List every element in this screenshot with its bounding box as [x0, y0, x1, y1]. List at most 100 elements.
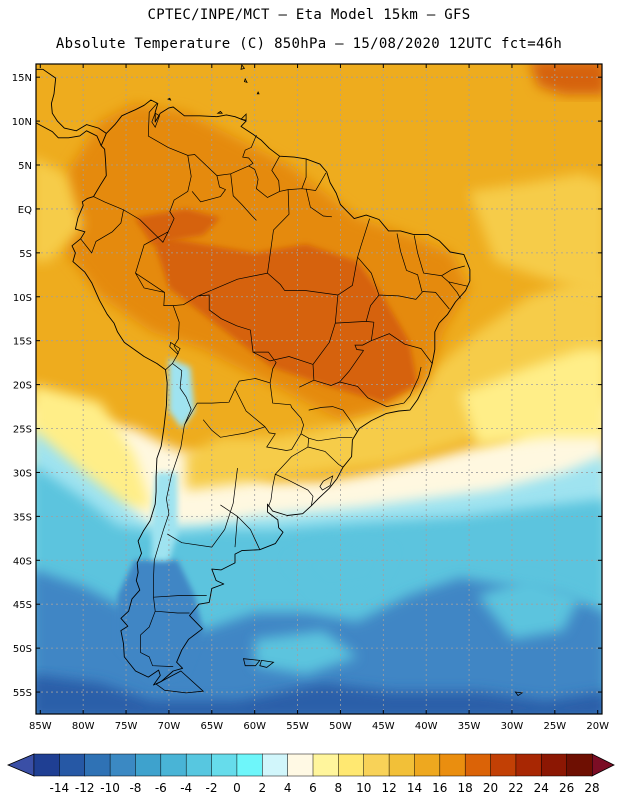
colorbar-label: 10	[356, 781, 371, 795]
colorbar: -14 -12 -10 -8 -6 -4 -2 0 2 4 6 8 10 12 14 16 18 20 22 24 26…	[6, 753, 615, 795]
lat-label: 5S	[19, 249, 32, 260]
coastlines	[36, 64, 524, 697]
lat-label: 10S	[13, 293, 32, 304]
falkland-islands	[155, 658, 524, 697]
colorbar-label: 12	[381, 781, 396, 795]
colorbar-swatch	[135, 753, 162, 777]
band-yellow-atl	[460, 349, 602, 447]
colorbar-swatch	[312, 753, 339, 777]
lat-label: 45S	[13, 600, 32, 611]
lat-label: 25S	[13, 425, 32, 436]
lon-label: 80W	[72, 721, 95, 732]
colorbar-label: 14	[407, 781, 422, 795]
caribbean-islands	[167, 64, 260, 121]
country-borders	[80, 103, 468, 667]
colorbar-swatch	[84, 753, 111, 777]
band-andes-cool	[151, 472, 178, 561]
lat-label: 30S	[13, 468, 32, 479]
colorbar-swatch	[363, 753, 390, 777]
colorbar-label: -8	[129, 781, 141, 795]
lon-label: 20W	[586, 721, 609, 732]
colorbar-swatch	[160, 753, 187, 777]
graticule	[36, 64, 602, 714]
band-gold-north-atl	[469, 173, 602, 296]
lon-label: 25W	[544, 721, 567, 732]
colorbar-under-arrow	[6, 753, 35, 777]
colorbar-label: -6	[155, 781, 167, 795]
colorbar-label: -14	[50, 781, 70, 795]
title-line-1: CPTEC/INPE/MCT – Eta Model 15km – GFS	[147, 7, 471, 23]
colorbar-swatch	[33, 753, 60, 777]
colorbar-label: 6	[309, 781, 317, 795]
colorbar-label: -4	[180, 781, 192, 795]
colorbar-label: -10	[100, 781, 120, 795]
colorbar-label: 28	[584, 781, 599, 795]
colorbar-swatch	[464, 753, 492, 777]
colorbar-label: 20	[483, 781, 498, 795]
lon-label: 60W	[243, 721, 266, 732]
colorbar-over-arrow	[591, 753, 615, 777]
title-line-2: Absolute Temperature (C) 850hPa – 15/08/…	[55, 36, 563, 52]
band-gold-equatorial-pacific	[36, 158, 84, 262]
colorbar-swatch	[388, 753, 416, 777]
colorbar-swatch	[262, 753, 289, 777]
lat-label: 35S	[13, 512, 32, 523]
band-cool-patch-3	[254, 630, 358, 675]
band-hot-corner	[530, 64, 602, 95]
band-deep-ocean	[36, 675, 602, 714]
lon-label: 45W	[372, 721, 395, 732]
lon-label: 55W	[286, 721, 309, 732]
lat-label: 20S	[13, 381, 32, 392]
colorbar-label: 24	[534, 781, 549, 795]
colorbar-swatch	[287, 753, 314, 777]
colorbar-label: 2	[258, 781, 266, 795]
lon-label: 30W	[501, 721, 524, 732]
lon-label: 40W	[415, 721, 438, 732]
lagoa-dos-patos	[319, 475, 334, 491]
colorbar-label: 22	[508, 781, 523, 795]
latitude-axis: 15N 10N 5N EQ 5S 10S 15S 20S 25S 30S 35S 40S 45S 50S 5…	[12, 73, 602, 699]
colorbar-swatch	[185, 753, 213, 777]
lon-label: 65W	[200, 721, 223, 732]
colorbar-label: 0	[233, 781, 241, 795]
colorbar-label: 16	[432, 781, 447, 795]
colorbar-swatch	[109, 753, 137, 777]
colorbar-label: 26	[559, 781, 574, 795]
longitude-axis: 85W 80W 75W 70W 65W 60W 55W 50W 45W 40W 35W 30W 25W 2…	[29, 64, 609, 732]
lat-label: 15N	[12, 73, 32, 84]
temperature-field	[36, 64, 602, 714]
lat-label: 50S	[13, 644, 32, 655]
colorbar-label: 8	[335, 781, 343, 795]
colorbar-swatch	[439, 753, 466, 777]
lon-label: 85W	[29, 721, 52, 732]
band-red-orange-core	[151, 235, 418, 403]
colorbar-swatch	[211, 753, 238, 777]
colorbar-swatch	[59, 753, 86, 777]
colorbar-swatch	[515, 753, 542, 777]
lake-titicaca	[169, 341, 181, 355]
colorbar-swatch	[236, 753, 263, 777]
colorbar-swatch	[414, 753, 441, 777]
colorbar-swatch	[338, 753, 365, 777]
colorbar-label: -2	[206, 781, 218, 795]
south-america-coastline	[71, 99, 471, 686]
lat-label: 55S	[13, 688, 32, 699]
lat-label: EQ	[18, 205, 32, 216]
colorbar-swatch	[541, 753, 568, 777]
colorbar-swatch	[566, 753, 593, 777]
lon-label: 50W	[329, 721, 352, 732]
colorbar-label: 4	[284, 781, 292, 795]
colorbar-label: -12	[75, 781, 95, 795]
lat-label: 5N	[18, 161, 32, 172]
field-bands	[36, 64, 602, 714]
lat-label: 40S	[13, 556, 32, 567]
band-altiplano-cool	[168, 358, 195, 429]
lat-label: 15S	[13, 337, 32, 348]
lon-label: 35W	[458, 721, 481, 732]
band-gold-south	[186, 279, 602, 490]
lat-label: 10N	[12, 117, 32, 128]
central-america-coastline	[36, 68, 107, 146]
lake-maracaibo	[151, 112, 160, 128]
band-cool-patch-2	[477, 577, 581, 640]
